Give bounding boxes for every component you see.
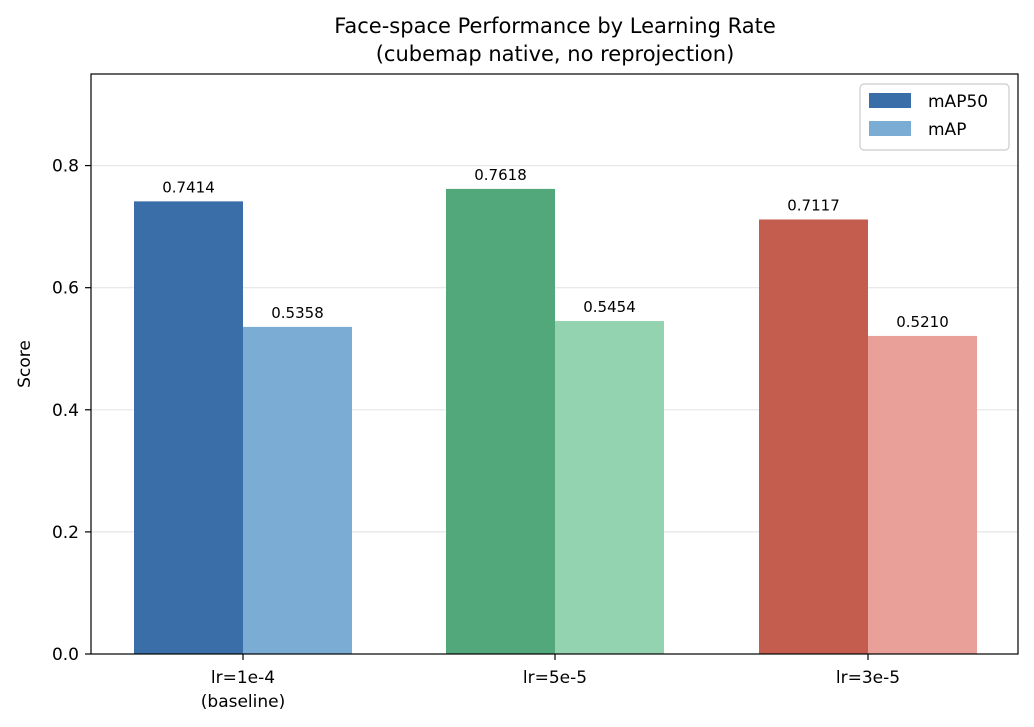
bar-map-2 xyxy=(868,335,977,654)
x-tick-label: lr=5e-5 xyxy=(523,668,587,688)
bar-map50-2 xyxy=(759,219,868,655)
legend-swatch-map50 xyxy=(869,93,911,108)
legend: mAP50 mAP xyxy=(859,83,1010,151)
data-label: 0.5454 xyxy=(583,298,636,316)
bars xyxy=(134,188,977,655)
chart-title: Face-space Performance by Learning Rate xyxy=(334,14,776,38)
data-label: 0.7618 xyxy=(474,166,527,184)
bar-map50-0 xyxy=(134,201,243,655)
y-tick-label: 0.6 xyxy=(52,279,79,299)
legend-label: mAP50 xyxy=(928,92,988,112)
bar-map50-1 xyxy=(446,188,555,654)
bar-map-0 xyxy=(243,326,352,654)
data-label: 0.7117 xyxy=(787,196,840,214)
legend-label: mAP xyxy=(928,120,966,140)
data-label: 0.5210 xyxy=(896,313,949,331)
y-tick-label: 0.4 xyxy=(52,401,79,421)
y-tick-label: 0.8 xyxy=(52,157,79,177)
x-tick-label: lr=3e-5 xyxy=(836,668,900,688)
data-label: 0.7414 xyxy=(162,178,215,196)
chart-subtitle: (cubemap native, no reprojection) xyxy=(376,42,735,66)
bar-map-1 xyxy=(555,321,664,654)
data-labels: 0.7414 0.7618 0.7117 0.5358 0.5454 0.5210 xyxy=(162,166,949,331)
x-tick-label: lr=1e-4 xyxy=(211,668,275,688)
x-axis: lr=1e-4 (baseline) lr=5e-5 lr=3e-5 xyxy=(201,654,900,712)
legend-swatch-map xyxy=(869,121,911,136)
x-tick-label-line2: (baseline) xyxy=(201,692,285,712)
y-tick-label: 0.0 xyxy=(52,645,79,665)
y-tick-label: 0.2 xyxy=(52,523,79,543)
y-axis-label: Score xyxy=(15,340,35,388)
y-axis: 0.0 0.2 0.4 0.6 0.8 xyxy=(52,157,91,665)
data-label: 0.5358 xyxy=(271,304,324,322)
